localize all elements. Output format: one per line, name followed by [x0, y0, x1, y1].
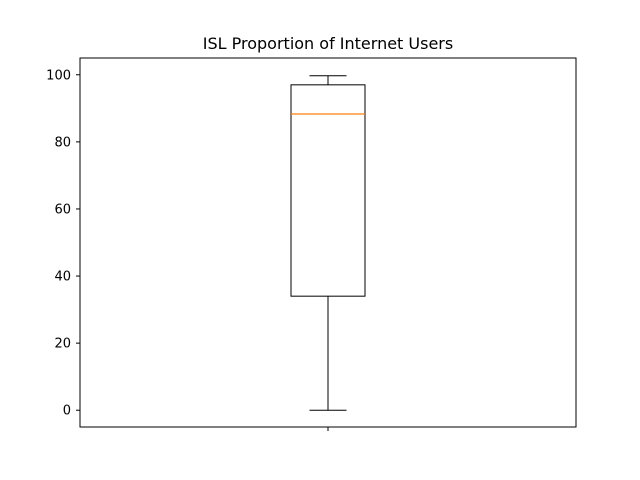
- y-tick-label: 60: [54, 202, 71, 217]
- box-item: [290, 75, 366, 411]
- y-tick-label: 20: [54, 337, 71, 352]
- y-tick-label: 100: [46, 68, 71, 83]
- y-tick-label: 40: [54, 270, 71, 285]
- y-axis: 0 20 40 60 80 100: [46, 68, 80, 419]
- box-series: [290, 75, 366, 411]
- y-tick-label: 0: [63, 404, 71, 419]
- y-tick-label: 80: [54, 135, 71, 150]
- interquartile-box: [290, 84, 366, 297]
- chart-title: ISL Proportion of Internet Users: [203, 34, 453, 53]
